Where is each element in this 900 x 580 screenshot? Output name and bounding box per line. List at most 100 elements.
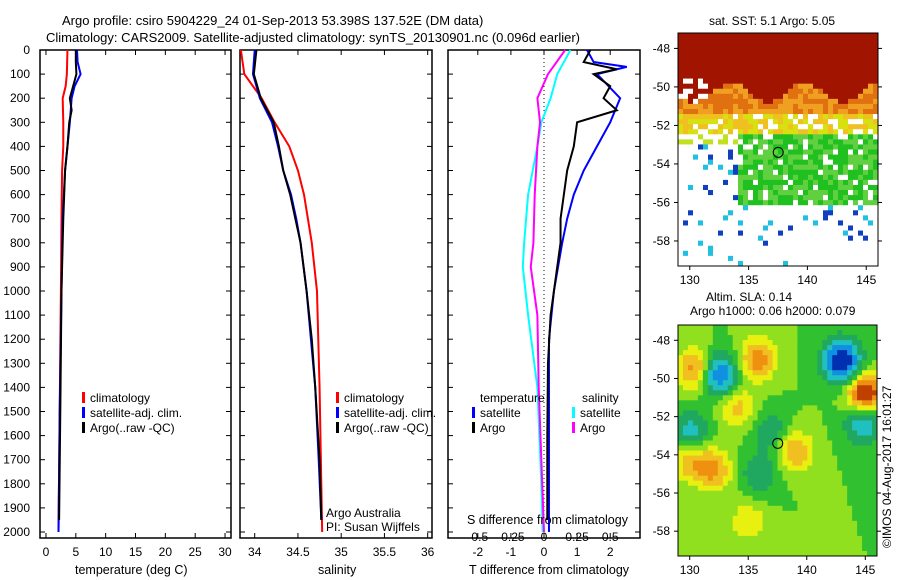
sla-map-cell: [822, 390, 828, 396]
sla-map-cell: [867, 355, 873, 361]
sst-map-cell: [693, 53, 699, 59]
sst-map-cell: [773, 33, 779, 39]
sst-map-cell: [848, 164, 854, 171]
sst-map-cell: [738, 200, 744, 206]
sla-map-cell: [872, 350, 878, 356]
sla-map-cell: [702, 450, 709, 457]
sla-map-cell: [697, 550, 704, 557]
sst-map-cell: [768, 139, 774, 145]
sla-map-cell: [767, 415, 774, 421]
sla-map-cell: [787, 325, 793, 331]
sla-map-cell: [797, 550, 803, 557]
sst-map-cell: [708, 124, 714, 130]
sla-map-cell: [707, 395, 714, 401]
sst-map-cell: [823, 139, 829, 145]
sst-map-cell: [798, 93, 804, 100]
sst-map-cell: [858, 98, 864, 105]
sst-map-cell: [773, 260, 779, 267]
sla-map-cell: [822, 540, 828, 547]
sst-map-cell: [863, 98, 869, 105]
sst-map-cell: [708, 78, 714, 85]
sst-map-cell: [803, 169, 809, 176]
sla-map-cell: [832, 440, 838, 447]
sst-map-cell: [868, 159, 874, 166]
sla-map-cell: [812, 545, 818, 552]
sla-map-cell: [777, 510, 783, 517]
sst-map-cell: [743, 93, 749, 100]
sst-map-cell: [813, 174, 819, 181]
sst-map-cell: [853, 144, 859, 150]
sla-map-cell: [757, 385, 764, 391]
sst-map-cell: [773, 240, 779, 247]
sla-map-cell: [817, 440, 823, 447]
sla-map-cell: [717, 400, 724, 406]
sla-map-cell: [777, 460, 783, 467]
sla-map-cell: [732, 385, 739, 391]
sst-map-cell: [808, 124, 814, 130]
sst-map-cell: [808, 119, 814, 125]
sla-map-cell: [707, 415, 714, 421]
sst-map-cell: [728, 33, 734, 39]
sla-map-cell: [852, 495, 858, 502]
sst-map-cell: [683, 108, 689, 115]
sst-map-cell: [758, 129, 764, 135]
sla-map-cell: [697, 515, 704, 522]
sst-map-cell: [853, 129, 859, 135]
sla-map-cell: [807, 440, 813, 447]
sla-map-cell: [867, 540, 873, 547]
sst-map-cell: [803, 190, 809, 196]
sst-map-cell: [828, 73, 834, 80]
sla-map-cell: [712, 485, 719, 492]
sla-map-cell: [747, 425, 754, 431]
sst-map-cell: [788, 205, 794, 211]
sst-map-cell: [793, 139, 799, 145]
sst-map-cell: [693, 88, 699, 95]
sla-map-cell: [812, 540, 818, 547]
sst-map-cell: [733, 53, 739, 59]
sst-map-cell: [763, 53, 769, 59]
sla-map-cell: [827, 550, 833, 557]
sst-map-cell: [808, 88, 814, 95]
sst-map-cell: [713, 149, 719, 156]
sst-map-cell: [693, 179, 699, 186]
sst-map-cell: [683, 184, 689, 191]
sla-map-cell: [787, 450, 793, 457]
sla-map-cell: [787, 475, 793, 482]
sst-map-cell: [823, 255, 829, 262]
sst-map-cell: [803, 98, 809, 105]
sst-map-cell: [848, 124, 854, 130]
sla-map-cell: [767, 535, 774, 542]
sst-map-cell: [813, 225, 819, 232]
sst-map-cell: [763, 134, 769, 140]
sst-map-cell: [778, 235, 784, 242]
sla-map-cell: [872, 340, 878, 346]
sla-map-cell: [822, 475, 828, 482]
sla-map-cell: [682, 455, 689, 462]
sla-map-cell: [772, 545, 778, 552]
sst-map-cell: [718, 53, 724, 59]
sst-map-cell: [813, 93, 819, 100]
sla-map-cell: [742, 495, 749, 502]
sst-map-cell: [828, 134, 834, 140]
sla-map-cell: [862, 525, 868, 532]
sla-map-cell: [707, 410, 714, 416]
sst-map-cell: [698, 144, 704, 150]
sla-map-cell: [872, 495, 878, 502]
sla-map-cell: [687, 525, 694, 532]
sla-map-cell: [782, 415, 788, 421]
sst-map-cell: [763, 124, 769, 130]
sla-map-cell: [732, 420, 739, 426]
sla-map-cell: [772, 335, 778, 341]
sla-map-cell: [747, 480, 754, 487]
sst-map-cell: [743, 205, 749, 211]
sst-map-cell: [763, 73, 769, 80]
sla-map-cell: [807, 465, 813, 472]
sla-map-cell: [857, 330, 863, 336]
sla-map-cell: [862, 335, 868, 341]
sla-map-cell: [732, 325, 739, 331]
sla-map-cell: [782, 455, 788, 462]
sst-map-cell: [763, 58, 769, 64]
sst-map-cell: [773, 159, 779, 166]
sla-map-cell: [747, 410, 754, 416]
sla-map-cell: [707, 505, 714, 512]
